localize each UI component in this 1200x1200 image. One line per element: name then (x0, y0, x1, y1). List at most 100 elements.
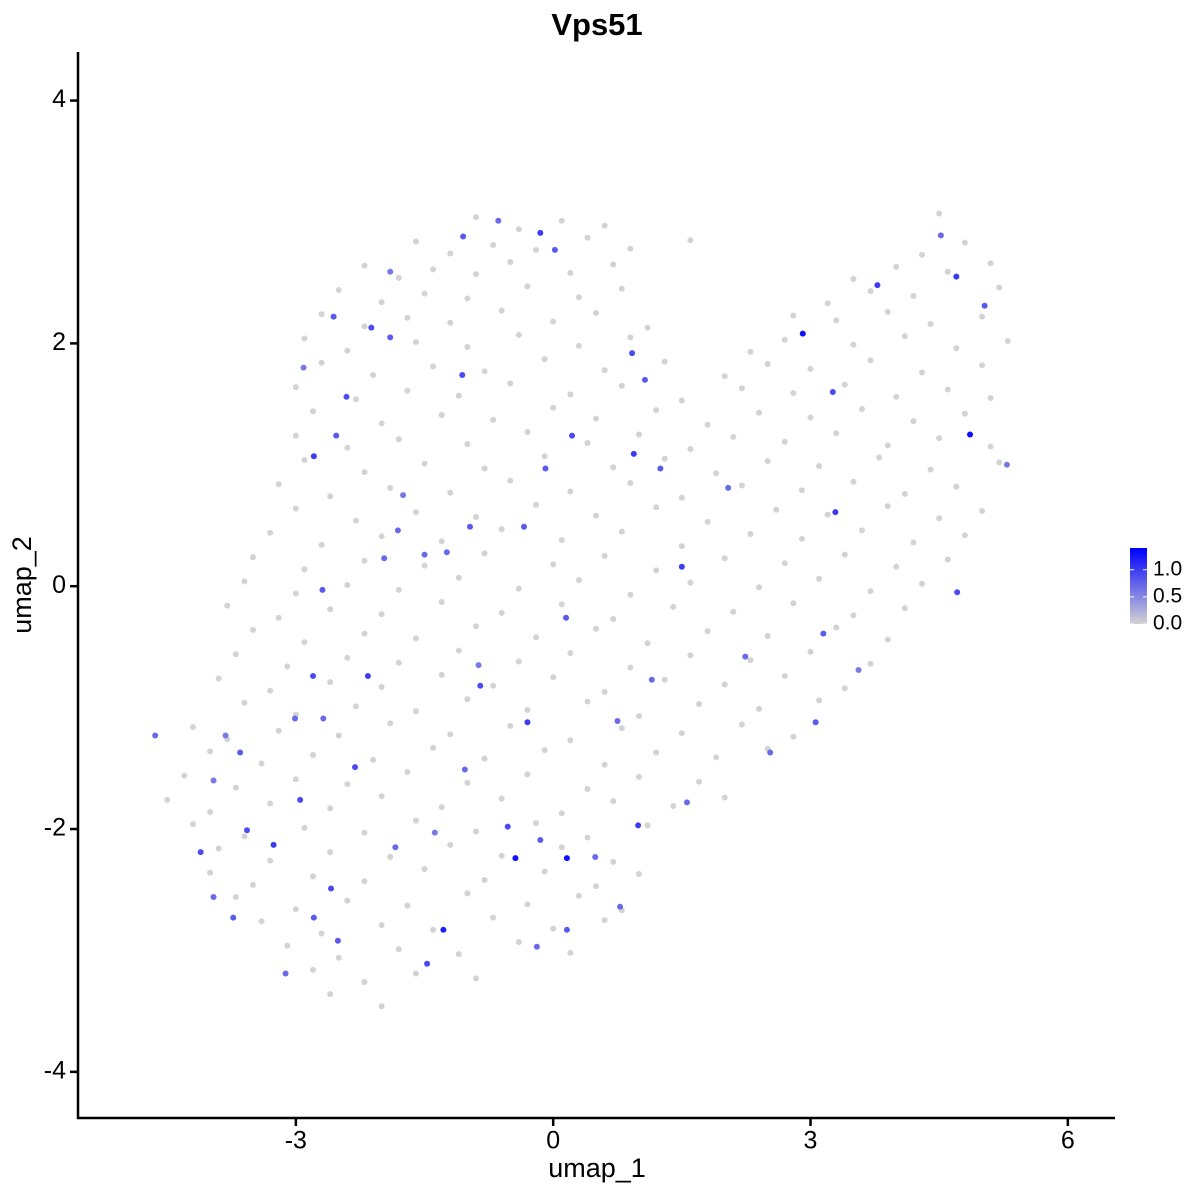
point (207, 869, 214, 876)
point (498, 852, 505, 859)
point (327, 679, 334, 686)
point (292, 715, 299, 722)
point (704, 518, 711, 525)
point (601, 222, 608, 229)
point (455, 574, 462, 581)
point (781, 560, 788, 567)
point (455, 392, 462, 399)
point (850, 478, 857, 485)
point (490, 242, 497, 249)
point (210, 894, 217, 901)
point (610, 615, 617, 622)
point (421, 866, 428, 873)
point (370, 756, 377, 763)
point (979, 507, 986, 514)
point (361, 878, 368, 885)
point (249, 626, 256, 633)
point (829, 388, 836, 395)
point (629, 350, 636, 357)
point (392, 844, 399, 851)
point (867, 357, 874, 364)
point (533, 943, 540, 950)
point (507, 477, 514, 484)
point (524, 283, 531, 290)
point (893, 563, 900, 570)
point (824, 300, 831, 307)
point (412, 708, 419, 715)
point (464, 890, 471, 897)
point (687, 446, 694, 453)
point (653, 749, 660, 756)
point (816, 697, 823, 704)
point (464, 696, 471, 703)
point (301, 456, 308, 463)
point (424, 960, 431, 967)
point (249, 881, 256, 888)
point (767, 749, 774, 756)
point (858, 405, 865, 412)
point (352, 396, 359, 403)
point (327, 493, 334, 500)
point (524, 771, 531, 778)
point (644, 324, 651, 331)
point (320, 715, 327, 722)
point (773, 506, 780, 513)
point (533, 634, 540, 641)
point (292, 590, 299, 597)
point (551, 246, 558, 253)
point (243, 827, 250, 834)
point (524, 901, 531, 908)
point (841, 685, 848, 692)
point (936, 210, 943, 217)
point (464, 441, 471, 448)
point (644, 822, 651, 829)
point (569, 432, 576, 439)
point (515, 331, 522, 338)
point (438, 598, 445, 605)
point (953, 345, 960, 352)
point (430, 926, 437, 933)
point (537, 229, 544, 236)
point (644, 640, 651, 647)
point (498, 795, 505, 802)
point (687, 237, 694, 244)
point (855, 666, 862, 673)
point (541, 868, 548, 875)
point (327, 991, 334, 998)
point (721, 794, 728, 801)
point (575, 294, 582, 301)
point (987, 395, 994, 402)
point (550, 561, 557, 568)
point (910, 293, 917, 300)
point (593, 883, 600, 890)
point (593, 310, 600, 317)
point (901, 333, 908, 340)
point (352, 703, 359, 710)
point (361, 829, 368, 836)
point (653, 504, 660, 511)
point (524, 719, 531, 726)
point (541, 747, 548, 754)
point (996, 459, 1003, 466)
point (412, 635, 419, 642)
point (318, 541, 325, 548)
point (481, 877, 488, 884)
point (661, 455, 668, 462)
point (421, 290, 428, 297)
point (404, 902, 411, 909)
point (378, 683, 385, 690)
point (738, 385, 745, 392)
point (464, 779, 471, 786)
point (987, 443, 994, 450)
point (563, 614, 570, 621)
point (953, 483, 960, 490)
point (635, 870, 642, 877)
point (207, 809, 214, 816)
point (661, 358, 668, 365)
point (466, 523, 473, 530)
point (232, 651, 239, 658)
y-tick-label: 2 (52, 328, 66, 356)
point (730, 608, 737, 615)
point (541, 453, 548, 460)
